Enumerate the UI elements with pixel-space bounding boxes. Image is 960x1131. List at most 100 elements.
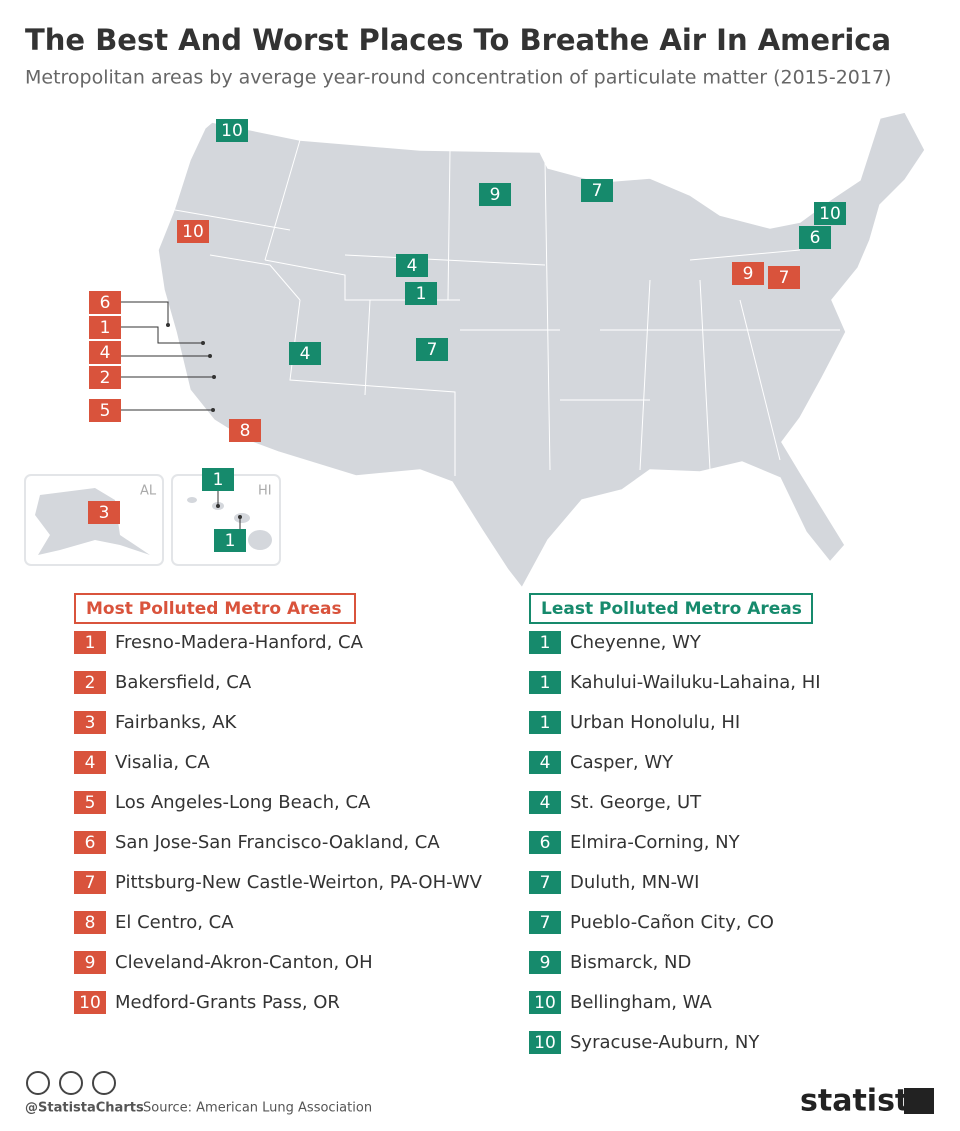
rank-number: 1	[85, 633, 96, 653]
list-heading: Least Polluted Metro Areas	[541, 599, 802, 619]
rank-number: 9	[540, 953, 551, 973]
rank-number: 1	[225, 531, 236, 551]
rank-number: 3	[85, 713, 96, 733]
rank-badge	[529, 991, 561, 1014]
list-heading-frame	[74, 593, 356, 624]
list-item: Bellingham, WA	[570, 992, 712, 1013]
rank-badge	[768, 266, 800, 289]
leader-dot	[166, 323, 170, 327]
list-item: Pittsburg-New Castle-Weirton, PA-OH-WV	[115, 872, 483, 893]
leader-dot	[201, 341, 205, 345]
rank-number: 1	[540, 713, 551, 733]
rank-number: 10	[534, 1033, 556, 1053]
rank-number: 7	[779, 268, 790, 288]
rank-badge	[74, 911, 106, 934]
rank-badge	[74, 951, 106, 974]
rank-badge	[529, 951, 561, 974]
island	[248, 530, 272, 550]
rank-badge	[416, 338, 448, 361]
rank-badge	[89, 399, 121, 422]
state-borders	[174, 139, 840, 476]
list-item: Los Angeles-Long Beach, CA	[115, 792, 371, 813]
rank-number: 4	[100, 343, 111, 363]
rank-badge	[814, 202, 846, 225]
rank-badge	[529, 631, 561, 654]
rank-number: 7	[592, 181, 603, 201]
rank-number: 4	[407, 256, 418, 276]
list-item: Duluth, MN-WI	[570, 872, 699, 893]
list-item: Casper, WY	[570, 752, 674, 773]
list-item: Cheyenne, WY	[570, 632, 702, 653]
list-heading-frame	[529, 593, 813, 624]
island	[187, 497, 197, 503]
footer: @StatistaCharts Source: American Lung As…	[25, 1071, 934, 1119]
rank-number: 2	[100, 368, 111, 388]
leader-dot	[238, 515, 242, 519]
rank-number: 2	[85, 673, 96, 693]
list-item: Elmira-Corning, NY	[570, 832, 741, 853]
brand-logo	[904, 1088, 934, 1114]
rank-number: 10	[221, 121, 243, 141]
list-item: San Jose-San Francisco-Oakland, CA	[115, 832, 440, 853]
rank-number: 5	[100, 401, 111, 421]
rank-badge	[581, 179, 613, 202]
list-item: Syracuse-Auburn, NY	[570, 1032, 760, 1053]
rank-badge	[74, 631, 106, 654]
rank-number: 1	[540, 673, 551, 693]
rank-badge	[89, 291, 121, 314]
lists: Most Polluted Metro Areas 1 Fresno-Madera-…	[74, 593, 821, 1054]
rank-number: 1	[100, 318, 111, 338]
rank-number: 1	[540, 633, 551, 653]
rank-badge	[74, 991, 106, 1014]
rank-number: 4	[300, 344, 311, 364]
rank-badge	[529, 711, 561, 734]
rank-badge	[74, 711, 106, 734]
rank-number: 4	[540, 753, 551, 773]
rank-number: 8	[240, 421, 251, 441]
rank-number: 6	[100, 293, 111, 313]
rank-badge	[405, 282, 437, 305]
rank-badge	[529, 831, 561, 854]
rank-number: 10	[819, 204, 841, 224]
source: Source: American Lung Association	[143, 1101, 372, 1116]
rank-badge	[799, 226, 831, 249]
list-item: Urban Honolulu, HI	[570, 712, 740, 733]
rank-number: 9	[490, 185, 501, 205]
leader-dot	[212, 375, 216, 379]
rank-number: 6	[810, 228, 821, 248]
rank-badge	[396, 254, 428, 277]
rank-badge	[529, 751, 561, 774]
rank-number: 7	[427, 340, 438, 360]
list-heading: Most Polluted Metro Areas	[86, 599, 342, 619]
inset-label: AL	[140, 484, 157, 499]
rank-badge	[529, 671, 561, 694]
rank-badge	[89, 366, 121, 389]
rank-badge	[89, 316, 121, 339]
list-item: Pueblo-Cañon City, CO	[570, 912, 774, 933]
list-item: Bismarck, ND	[570, 952, 691, 973]
rank-number: 6	[540, 833, 551, 853]
rank-number: 7	[540, 913, 551, 933]
inset-label: HI	[258, 484, 272, 499]
rank-number: 9	[743, 264, 754, 284]
rank-badge	[74, 751, 106, 774]
rank-number: 8	[85, 913, 96, 933]
island	[234, 513, 250, 523]
list-item: Fairbanks, AK	[115, 712, 238, 733]
rank-badge	[289, 342, 321, 365]
rank-badge	[529, 871, 561, 894]
rank-badge	[529, 1031, 561, 1054]
list-item: Cleveland-Akron-Canton, OH	[115, 952, 373, 973]
leader-line	[121, 301, 169, 325]
list-item: Visalia, CA	[115, 752, 210, 773]
rank-badge	[529, 911, 561, 934]
rank-number: 1	[213, 470, 224, 490]
handle: @StatistaCharts	[25, 1101, 144, 1116]
rank-badge	[229, 419, 261, 442]
rank-number: 10	[534, 993, 556, 1013]
leader-line	[121, 326, 203, 344]
inset-frame	[24, 474, 164, 566]
rank-badge	[74, 831, 106, 854]
rank-badge	[177, 220, 209, 243]
